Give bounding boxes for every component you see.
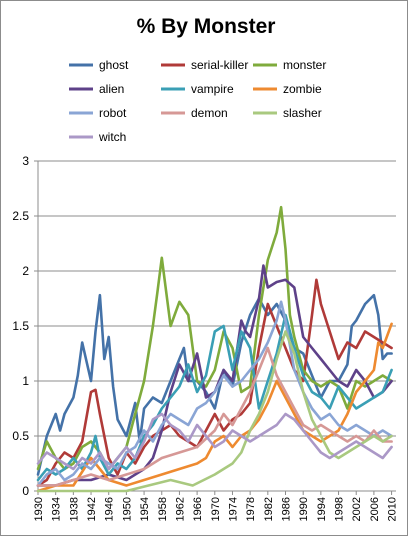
- y-tick-label-1: 0.5: [12, 429, 29, 443]
- x-tick-label-4: 1946: [104, 497, 116, 521]
- x-tick-label-11: 1974: [227, 497, 239, 521]
- y-tick-label-3: 1.5: [12, 319, 29, 333]
- x-tick-label-0: 1930: [33, 497, 45, 521]
- x-tick-label-20: 2010: [387, 497, 399, 521]
- x-tick-label-13: 1982: [263, 497, 275, 521]
- y-tick-label-6: 3: [22, 154, 29, 168]
- series-line-demon: [36, 346, 393, 487]
- x-tick-label-15: 1990: [298, 497, 310, 521]
- x-tick-label-3: 1942: [86, 497, 98, 521]
- series-line-robot: [36, 300, 393, 487]
- x-tick-label-2: 1938: [68, 497, 80, 521]
- series-line-zombie: [36, 322, 393, 493]
- x-tick-label-8: 1962: [174, 497, 186, 521]
- y-axis-ticks: 0 0.5 1 1.5 2 2.5 3: [12, 154, 38, 498]
- x-tick-label-9: 1966: [192, 497, 204, 521]
- x-axis-ticks: 1930 1934 1938 1942 1946 1950 1954 1958 1962 1966…: [33, 491, 399, 521]
- x-tick-label-12: 1978: [245, 497, 257, 521]
- x-tick-label-7: 1958: [157, 497, 169, 521]
- legend-label-robot: robot: [99, 106, 127, 120]
- series-line-witch: [36, 412, 393, 471]
- x-tick-label-16: 1994: [316, 497, 328, 521]
- x-tick-label-17: 1998: [334, 497, 346, 521]
- legend-label-witch: witch: [98, 130, 126, 144]
- x-tick-label-14: 1986: [281, 497, 293, 521]
- x-tick-label-6: 1954: [139, 497, 151, 521]
- y-tick-label-4: 2: [22, 264, 29, 278]
- legend-label-vampire: vampire: [191, 82, 234, 96]
- x-tick-label-18: 2002: [351, 497, 363, 521]
- x-tick-label-10: 1970: [210, 497, 222, 521]
- legend-label-ghost: ghost: [99, 58, 129, 72]
- legend-label-demon: demon: [191, 106, 228, 120]
- x-tick-label-19: 2006: [369, 497, 381, 521]
- series-line-slasher: [36, 330, 393, 493]
- y-tick-label-5: 2.5: [12, 209, 29, 223]
- y-tick-label-0: 0: [22, 484, 29, 498]
- y-tick-label-2: 1: [22, 374, 29, 388]
- x-tick-label-5: 1950: [121, 497, 133, 521]
- legend-label-zombie: zombie: [283, 82, 322, 96]
- x-tick-label-1: 1934: [51, 497, 63, 521]
- series-line-serial-killer: [36, 278, 393, 487]
- series-line-vampire: [36, 313, 393, 482]
- legend-label-serial-killer: serial-killer: [191, 58, 248, 72]
- legend-label-slasher: slasher: [283, 106, 322, 120]
- legend-label-monster: monster: [283, 58, 326, 72]
- legend-label-alien: alien: [99, 82, 124, 96]
- chart-title: % By Monster: [137, 15, 276, 38]
- series-lines: [36, 205, 393, 493]
- legend: ghost serial-killer monster alien vampire zom…: [69, 58, 326, 144]
